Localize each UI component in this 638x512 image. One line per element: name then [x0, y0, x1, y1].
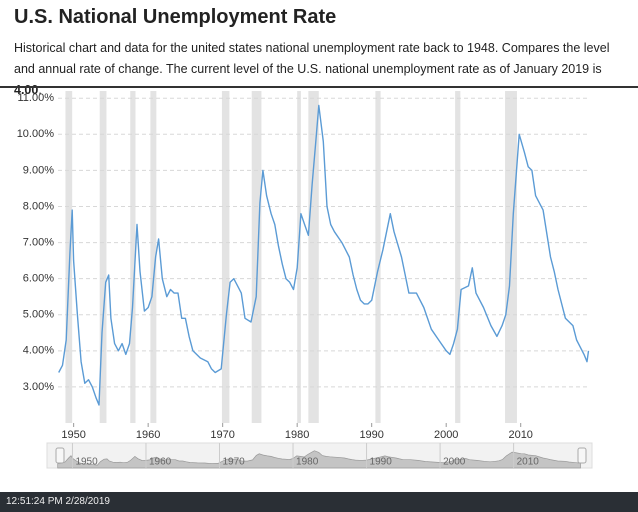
- y-tick-label: 5.00%: [23, 309, 54, 321]
- description: Historical chart and data for the united…: [14, 38, 624, 101]
- navigator-label: 1990: [370, 457, 393, 468]
- y-tick-label: 4.00%: [23, 345, 54, 357]
- chart: 3.00% 4.00% 5.00% 6.00% 7.00% 8.00% 9.00% 10.00…: [17, 91, 593, 469]
- y-tick-label: 7.00%: [23, 236, 54, 248]
- y-tick-label: 10.00%: [17, 128, 55, 140]
- x-tick-label: 2000: [434, 429, 458, 441]
- y-tick-label: 11.00%: [18, 92, 55, 104]
- description-text: Historical chart and data for the united…: [14, 41, 610, 76]
- navigator-area: [57, 450, 581, 469]
- recession-band: [130, 91, 136, 423]
- navigator-label: 2010: [517, 457, 540, 468]
- description-end: .: [38, 83, 42, 97]
- recession-band: [297, 91, 301, 423]
- x-tick-label: 2010: [508, 429, 532, 441]
- navigator-label: 1970: [223, 457, 246, 468]
- divider: [0, 86, 638, 88]
- page-title: U.S. National Unemployment Rate: [14, 6, 337, 28]
- y-tick-label: 6.00%: [23, 273, 54, 285]
- recession-band: [150, 91, 157, 423]
- y-tick-label: 8.00%: [23, 200, 54, 212]
- recession-band: [99, 91, 107, 423]
- recession-band: [375, 91, 381, 423]
- footer: 12:51:24 PM 2/28/2019: [0, 492, 638, 512]
- x-tick-label: 1990: [359, 429, 383, 441]
- y-tick-label: 3.00%: [23, 381, 54, 393]
- recession-band: [455, 91, 461, 423]
- navigator-label: 2000: [443, 457, 466, 468]
- y-tick-label: 9.00%: [23, 164, 54, 176]
- recession-band: [251, 91, 262, 423]
- data-line: [58, 104, 590, 406]
- navigator-label: 1980: [296, 457, 319, 468]
- navigator-label: 1950: [75, 457, 98, 468]
- navigator-handle[interactable]: [577, 447, 587, 464]
- x-tick-label: 1960: [136, 429, 160, 441]
- x-tick-label: 1970: [210, 429, 234, 441]
- recession-band: [221, 91, 230, 423]
- x-tick-label: 1950: [61, 429, 85, 441]
- navigator-label: 1960: [149, 457, 172, 468]
- recession-band: [65, 91, 73, 423]
- recession-band: [308, 91, 319, 423]
- navigator-handle[interactable]: [55, 447, 65, 464]
- x-tick-label: 1980: [285, 429, 309, 441]
